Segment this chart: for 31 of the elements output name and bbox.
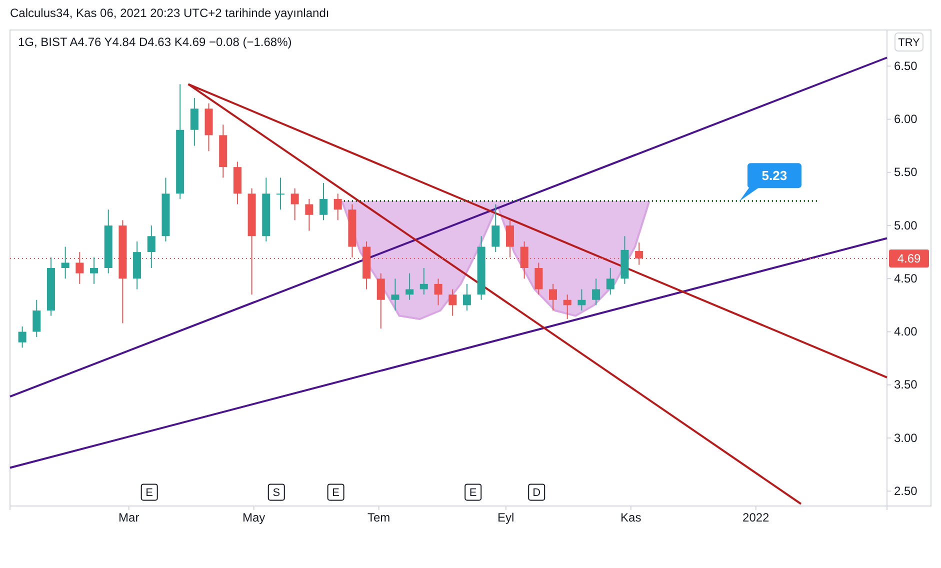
letter-badge: D (528, 484, 546, 501)
x-tick-label: Kas (620, 510, 642, 525)
chart-title: Calculus34, Kas 06, 2021 20:23 UTC+2 tarihinde yayınlandı (10, 6, 330, 20)
letter-badge: S (268, 484, 285, 501)
y-tick-label: 6.50 (894, 58, 918, 73)
text: TRY (898, 37, 921, 49)
x-tick-label: Tem (367, 510, 390, 525)
x-tick-label: Mar (118, 510, 140, 525)
x-tick-label: Eyl (498, 510, 514, 525)
y-tick-label: 6.00 (894, 112, 918, 126)
y-tick-label: 3.00 (894, 430, 918, 445)
annotation: E (146, 487, 154, 500)
annotation: E (332, 487, 340, 500)
annotation: S (272, 487, 280, 500)
ref-line-label: 4.69 (897, 251, 921, 266)
letter-badge: E (140, 484, 158, 501)
letter-badge: E (464, 484, 482, 501)
y-tick-label: 2.50 (894, 484, 918, 498)
y-tick-label: 4.00 (894, 324, 918, 339)
y-tick-label: 4.50 (894, 271, 918, 286)
y-tick-label: 5.00 (894, 218, 918, 232)
annotation: D (532, 487, 541, 500)
x-tick-label: 2022 (742, 510, 770, 525)
y-tick-label: 3.50 (894, 378, 918, 392)
annotation: 5.23 (762, 168, 788, 184)
annotation: E (469, 487, 477, 500)
y-tick-label: 5.50 (894, 165, 918, 180)
chart-subtitle: 1G, BIST A4.76 Y4.84 D4.63 K4.69 −0.08 (−1.68%) (18, 35, 292, 49)
callout-label: 5.23 (739, 163, 802, 202)
letter-badge: E (327, 484, 344, 501)
x-tick-label: May (242, 510, 266, 525)
